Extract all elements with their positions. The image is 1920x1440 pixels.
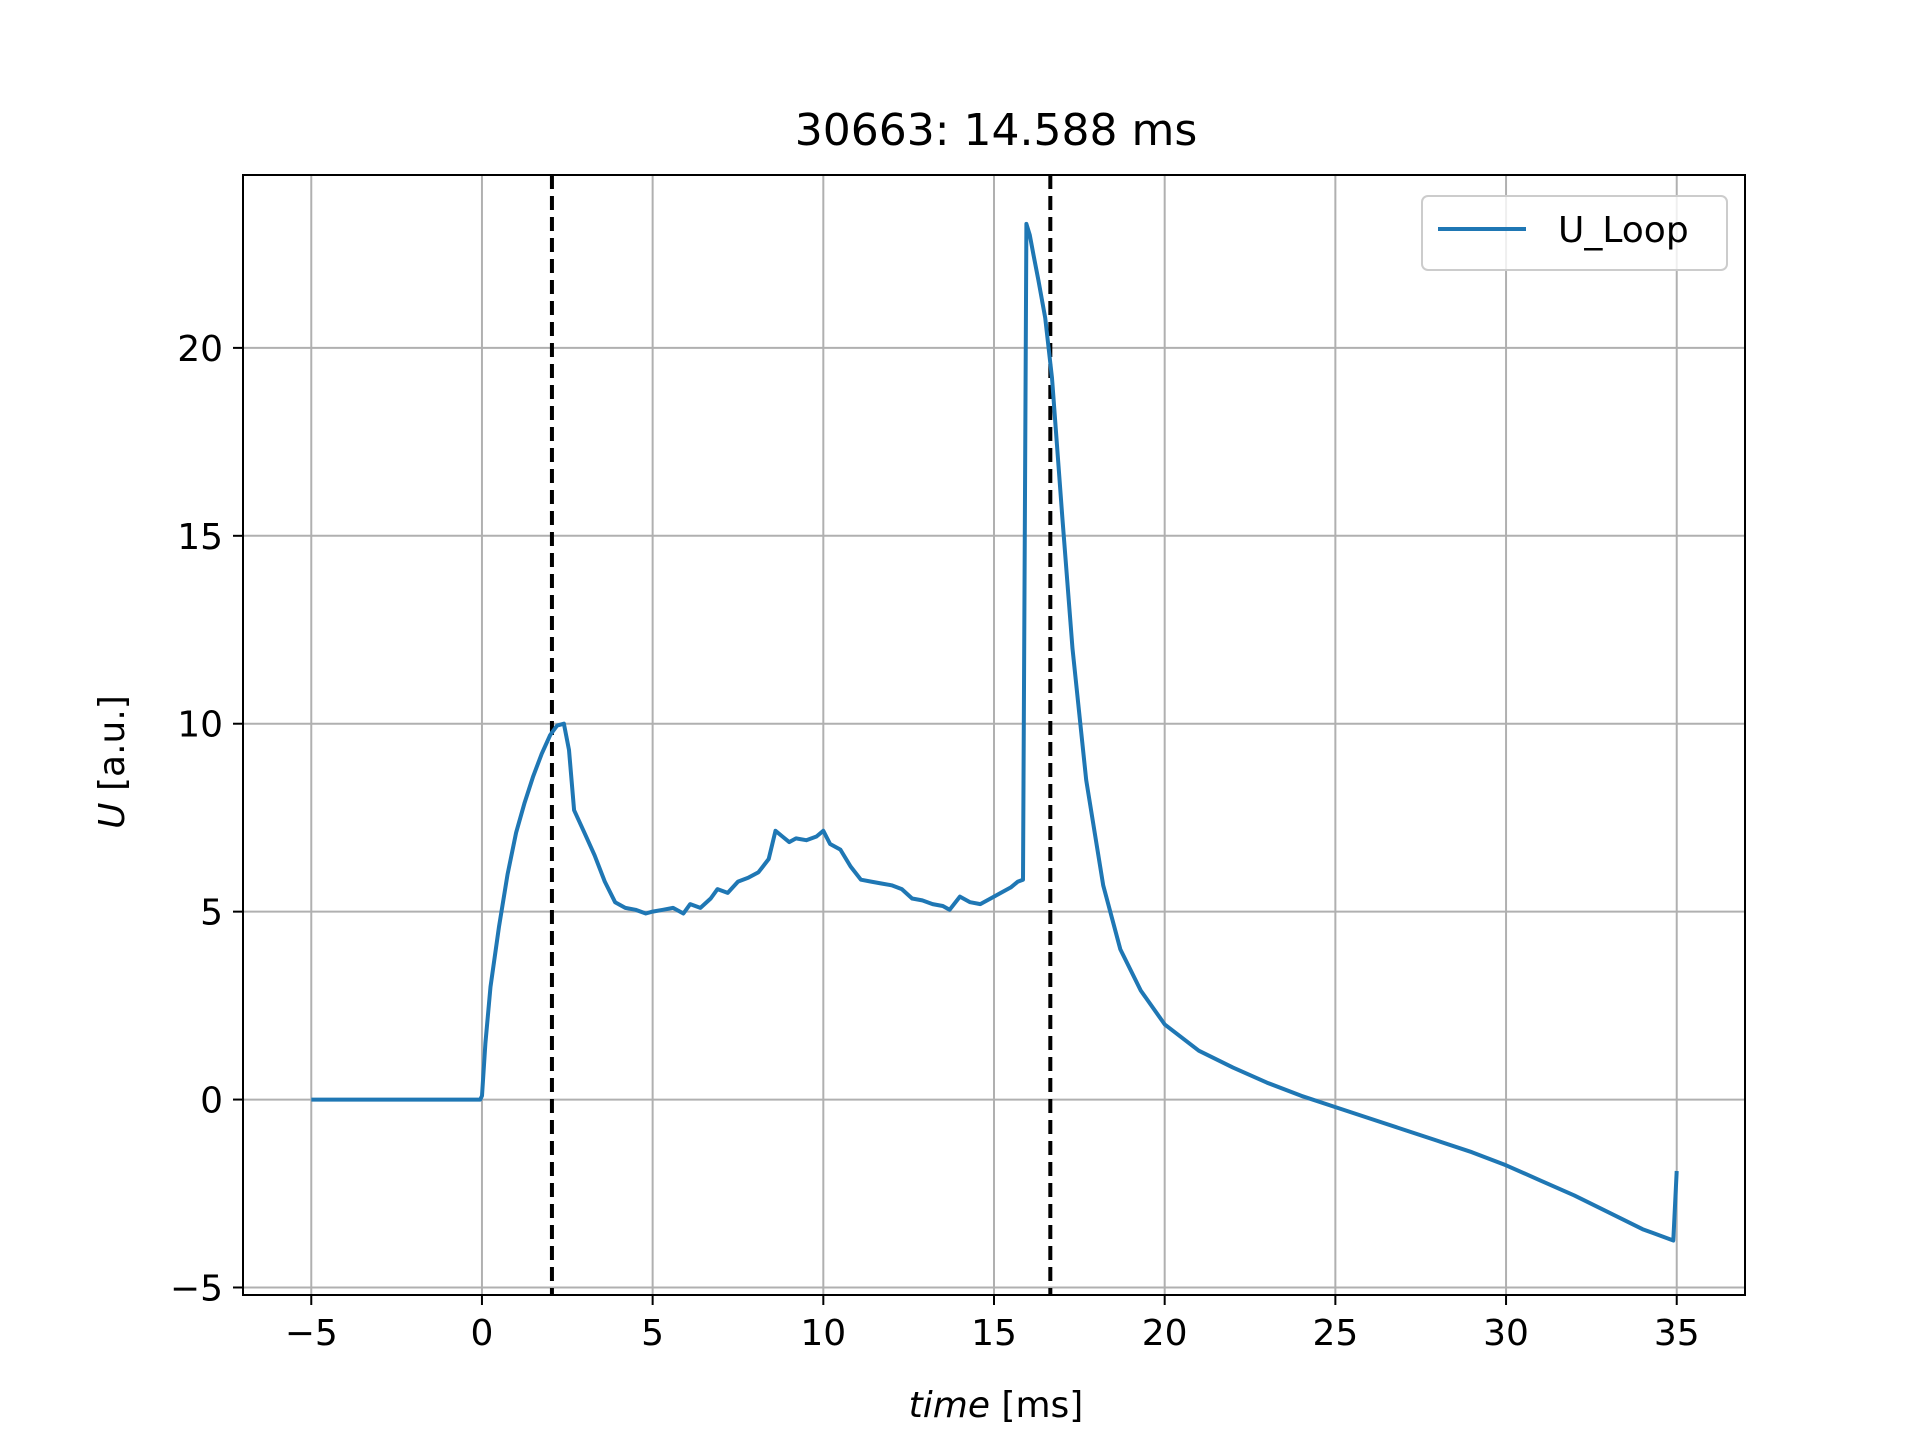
- y-tick-label: 20: [177, 329, 223, 370]
- y-tick-label: 10: [177, 705, 223, 746]
- y-tick-label: 0: [200, 1081, 223, 1122]
- x-tick-label: 0: [471, 1313, 494, 1354]
- x-axis-label-unit: [ms]: [990, 1385, 1083, 1426]
- y-axis-label: U [a.u.]: [92, 695, 133, 829]
- plot-series: [311, 221, 1679, 1243]
- y-tick-label: −5: [170, 1268, 223, 1309]
- x-axis: −5 0 5 10 15 20 25 30 35: [285, 1295, 1700, 1354]
- legend-box: [1421, 195, 1728, 271]
- legend: U_Loop: [1421, 195, 1728, 271]
- vertical-markers: [549, 175, 1053, 1295]
- chart-title: 30663: 14.588 ms: [795, 105, 1198, 156]
- y-tick-label: 15: [177, 517, 223, 558]
- y-axis: −5 0 5 10 15 20: [170, 329, 243, 1309]
- x-tick-label: 10: [800, 1313, 846, 1354]
- legend-label: U_Loop: [1558, 210, 1689, 251]
- grid-lines: [243, 175, 1745, 1295]
- x-tick-label: 20: [1142, 1313, 1188, 1354]
- x-tick-label: 35: [1654, 1313, 1700, 1354]
- x-axis-label: time [ms]: [909, 1385, 1084, 1426]
- x-tick-label: 5: [641, 1313, 664, 1354]
- x-tick-label: 25: [1312, 1313, 1358, 1354]
- x-tick-label: 15: [971, 1313, 1017, 1354]
- x-tick-label: 30: [1483, 1313, 1529, 1354]
- y-axis-label-unit: [a.u.]: [92, 695, 133, 802]
- series-line-u-loop: [311, 221, 1679, 1243]
- y-axis-label-var: U: [92, 802, 133, 828]
- x-axis-label-var: time: [909, 1385, 990, 1426]
- x-tick-label: −5: [285, 1313, 338, 1354]
- y-tick-label: 5: [200, 893, 223, 934]
